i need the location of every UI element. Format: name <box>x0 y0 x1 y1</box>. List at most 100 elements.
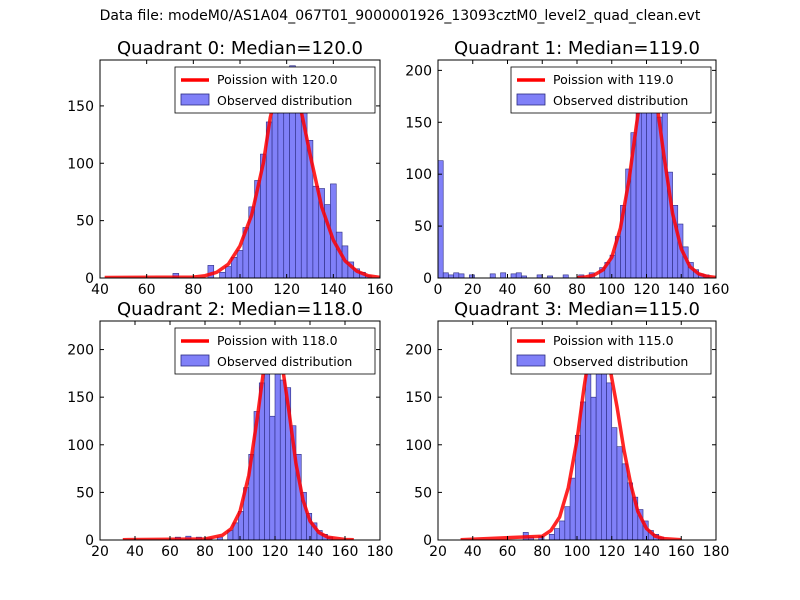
x-tick-label: 80 <box>196 544 214 560</box>
x-tick-label: 100 <box>564 544 591 560</box>
x-tick-label: 160 <box>332 544 359 560</box>
x-tick-label: 140 <box>668 282 695 298</box>
x-tick-label: 40 <box>91 282 109 298</box>
x-tick-label: 60 <box>161 544 179 560</box>
chart-title: Quadrant 3: Median=115.0 <box>454 299 700 320</box>
histogram-bar <box>616 446 623 540</box>
histogram-bar <box>601 373 607 540</box>
x-tick-label: 120 <box>598 544 625 560</box>
x-tick-label: 180 <box>367 544 394 560</box>
histogram-bar <box>554 528 560 540</box>
legend-line-label: Poission with 119.0 <box>553 72 674 87</box>
x-tick-label: 140 <box>297 544 324 560</box>
y-tick-label: 150 <box>67 390 94 406</box>
histogram-bar <box>269 415 276 540</box>
x-tick-label: 20 <box>429 544 447 560</box>
histogram-bar <box>236 250 244 278</box>
x-tick-label: 160 <box>668 544 695 560</box>
histogram-bar <box>279 379 286 540</box>
y-tick-label: 0 <box>85 533 94 549</box>
x-tick-label: 100 <box>598 282 625 298</box>
y-tick-label: 150 <box>67 99 94 115</box>
legend: Poission with 115.0 Observed distribution <box>510 327 712 375</box>
y-tick-label: 100 <box>67 438 94 454</box>
chart-title: Quadrant 0: Median=120.0 <box>117 38 363 59</box>
y-tick-label: 200 <box>405 343 432 359</box>
legend-line-label: Poission with 120.0 <box>217 72 338 87</box>
y-tick-label: 150 <box>405 115 432 131</box>
chart-panel-1: 0 20 40 60 80 100 120 140 160 0 50 100 150 200 Quadran… <box>405 38 729 298</box>
figure-suptitle: Data file: modeM0/AS1A04_067T01_90000019… <box>99 8 701 24</box>
y-tick-label: 0 <box>85 271 94 287</box>
y-tick-label: 50 <box>76 485 94 501</box>
x-tick-label: 80 <box>568 282 586 298</box>
histogram-bar <box>569 477 576 540</box>
y-tick-label: 50 <box>414 219 432 235</box>
y-tick-label: 0 <box>423 271 432 287</box>
chart-panel-0: 40 60 80 100 120 140 160 0 50 100 150 Quadrant 0: M… <box>67 38 393 298</box>
x-tick-label: 0 <box>434 282 443 298</box>
plot-area <box>438 66 716 278</box>
x-tick-label: 120 <box>633 282 660 298</box>
histogram-bar <box>590 396 597 540</box>
histogram-bar <box>500 272 507 278</box>
histogram-bar <box>458 273 465 278</box>
histogram-bar <box>548 533 555 540</box>
chart-title: Quadrant 2: Median=118.0 <box>117 299 363 320</box>
y-tick-label: 200 <box>67 343 94 359</box>
histogram-bar <box>585 358 592 540</box>
histogram-bar <box>219 271 226 278</box>
x-tick-label: 140 <box>633 544 660 560</box>
x-tick-label: 20 <box>464 282 482 298</box>
x-tick-label: 40 <box>464 544 482 560</box>
x-tick-label: 80 <box>184 282 202 298</box>
y-tick-label: 100 <box>405 438 432 454</box>
histogram-bar <box>442 272 449 278</box>
y-tick-label: 50 <box>414 485 432 501</box>
histogram-bar <box>295 91 302 278</box>
histogram-bar <box>606 382 613 540</box>
histogram-bar <box>611 427 618 540</box>
histogram-bar <box>515 272 522 278</box>
legend-line-label: Poission with 118.0 <box>217 333 338 348</box>
x-tick-label: 60 <box>138 282 156 298</box>
chart-panel-3: 20 40 60 80 100 120 140 160 180 0 50 100 150 200 Quadr… <box>405 299 729 560</box>
histogram-bar <box>489 273 496 278</box>
x-tick-label: 40 <box>499 282 517 298</box>
legend-bar-label: Observed distribution <box>217 93 352 108</box>
histogram-bar <box>225 266 232 278</box>
x-tick-label: 160 <box>367 282 394 298</box>
x-tick-label: 60 <box>499 544 517 560</box>
histogram-bar <box>510 273 517 278</box>
histogram-bar <box>271 105 279 278</box>
plot-area <box>104 65 380 278</box>
histogram-bar <box>264 354 271 540</box>
x-tick-label: 180 <box>703 544 730 560</box>
y-tick-label: 150 <box>405 390 432 406</box>
legend-bar-swatch <box>180 354 210 367</box>
legend: Poission with 119.0 Observed distribution <box>510 66 712 114</box>
legend-bar-swatch <box>516 93 546 106</box>
y-tick-label: 100 <box>67 156 94 172</box>
histogram-bar <box>559 520 566 540</box>
x-tick-label: 100 <box>227 282 254 298</box>
chart-panel-2: 20 40 60 80 100 120 140 160 180 0 50 100 150 200 Quadr… <box>67 299 393 560</box>
x-tick-label: 120 <box>273 282 300 298</box>
histogram-bar <box>646 96 653 278</box>
x-tick-label: 160 <box>703 282 730 298</box>
legend-bar-label: Observed distribution <box>553 354 688 369</box>
histogram-bar <box>564 506 571 540</box>
y-tick-label: 200 <box>405 63 432 79</box>
histogram-bar <box>453 272 460 278</box>
x-tick-label: 140 <box>320 282 347 298</box>
x-tick-label: 60 <box>533 282 551 298</box>
x-tick-label: 40 <box>126 544 144 560</box>
chart-title: Quadrant 1: Median=119.0 <box>454 38 700 59</box>
x-tick-label: 120 <box>262 544 289 560</box>
histogram-bar <box>438 160 444 278</box>
legend-bar-label: Observed distribution <box>217 354 352 369</box>
x-tick-label: 20 <box>91 544 109 560</box>
histogram-bar <box>283 110 290 278</box>
legend-bar-swatch <box>516 354 546 367</box>
